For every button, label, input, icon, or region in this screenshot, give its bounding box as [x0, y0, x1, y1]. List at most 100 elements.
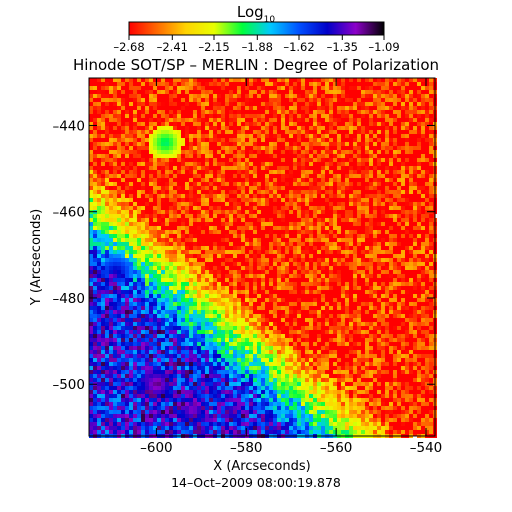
heatmap-cell	[237, 198, 241, 202]
heatmap-cell	[265, 302, 269, 306]
heatmap-cell	[129, 278, 133, 282]
heatmap-cell	[213, 138, 217, 142]
heatmap-cell	[309, 86, 313, 90]
heatmap-cell	[197, 218, 201, 222]
heatmap-cell	[301, 274, 305, 278]
heatmap-cell	[397, 254, 401, 258]
heatmap-cell	[289, 102, 293, 106]
heatmap-cell	[249, 134, 253, 138]
heatmap-cell	[109, 94, 113, 98]
heatmap-cell	[229, 134, 233, 138]
heatmap-cell	[189, 282, 193, 286]
heatmap-cell	[385, 130, 389, 134]
heatmap-cell	[161, 82, 165, 86]
heatmap-cell	[213, 198, 217, 202]
heatmap-cell	[197, 110, 201, 114]
heatmap-cell	[157, 94, 161, 98]
heatmap-cell	[185, 286, 189, 290]
heatmap-cell	[233, 238, 237, 242]
heatmap-cell	[97, 270, 101, 274]
heatmap-cell	[285, 182, 289, 186]
heatmap-cell	[181, 282, 185, 286]
heatmap-cell	[181, 222, 185, 226]
heatmap-cell	[377, 146, 381, 150]
heatmap-cell	[165, 142, 169, 146]
heatmap-cell	[181, 270, 185, 274]
heatmap-cell	[169, 286, 173, 290]
heatmap-cell	[241, 202, 245, 206]
heatmap-cell	[417, 134, 421, 138]
heatmap-cell	[201, 122, 205, 126]
heatmap-cell	[189, 202, 193, 206]
heatmap-cell	[273, 178, 277, 182]
heatmap-cell	[173, 142, 177, 146]
heatmap-cell	[121, 98, 125, 102]
heatmap-cell	[221, 118, 225, 122]
heatmap-cell	[117, 198, 121, 202]
heatmap-cell	[113, 210, 117, 214]
heatmap-cell	[365, 146, 369, 150]
heatmap-cell	[405, 126, 409, 130]
heatmap-cell	[153, 86, 157, 90]
heatmap-cell	[293, 166, 297, 170]
heatmap-cell	[157, 122, 161, 126]
heatmap-cell	[145, 114, 149, 118]
heatmap-cell	[177, 154, 181, 158]
heatmap-cell	[181, 298, 185, 302]
heatmap-cell	[237, 114, 241, 118]
heatmap-cell	[237, 142, 241, 146]
heatmap-cell	[329, 302, 333, 306]
heatmap-cell	[309, 218, 313, 222]
heatmap-cell	[341, 114, 345, 118]
heatmap-cell	[317, 218, 321, 222]
heatmap-cell	[141, 146, 145, 150]
heatmap-cell	[137, 238, 141, 242]
heatmap-cell	[241, 186, 245, 190]
heatmap-cell	[381, 302, 385, 306]
heatmap-cell	[289, 254, 293, 258]
heatmap-cell	[249, 274, 253, 278]
heatmap-cell	[265, 222, 269, 226]
heatmap-cell	[281, 250, 285, 254]
heatmap-cell	[153, 278, 157, 282]
heatmap-cell	[429, 222, 433, 226]
heatmap-cell	[373, 142, 377, 146]
heatmap-cell	[345, 290, 349, 294]
heatmap-cell	[137, 250, 141, 254]
heatmap-cell	[197, 170, 201, 174]
heatmap-cell	[181, 110, 185, 114]
heatmap-cell	[249, 242, 253, 246]
heatmap-cell	[189, 98, 193, 102]
heatmap-cell	[185, 302, 189, 306]
heatmap-cell	[321, 206, 325, 210]
heatmap-cell	[281, 234, 285, 238]
heatmap-cell	[297, 82, 301, 86]
heatmap-cell	[149, 294, 153, 298]
heatmap-cell	[205, 110, 209, 114]
heatmap-cell	[357, 106, 361, 110]
heatmap-cell	[217, 166, 221, 170]
heatmap-cell	[297, 302, 301, 306]
heatmap-cell	[325, 106, 329, 110]
heatmap-cell	[329, 134, 333, 138]
heatmap-cell	[333, 274, 337, 278]
heatmap-cell	[349, 94, 353, 98]
heatmap-cell	[269, 278, 273, 282]
heatmap-cell	[169, 274, 173, 278]
heatmap-cell	[365, 286, 369, 290]
heatmap-cell	[209, 170, 213, 174]
heatmap-cell	[401, 182, 405, 186]
heatmap-cell	[329, 98, 333, 102]
heatmap-cell	[349, 134, 353, 138]
heatmap-cell	[261, 190, 265, 194]
heatmap-cell	[377, 278, 381, 282]
heatmap-cell	[309, 294, 313, 298]
heatmap-cell	[185, 86, 189, 90]
heatmap-cell	[205, 258, 209, 262]
heatmap-cell	[289, 266, 293, 270]
heatmap-cell	[241, 222, 245, 226]
heatmap-cell	[93, 254, 97, 258]
heatmap-cell	[305, 206, 309, 210]
heatmap-cell	[141, 182, 145, 186]
heatmap-cell	[365, 82, 369, 86]
